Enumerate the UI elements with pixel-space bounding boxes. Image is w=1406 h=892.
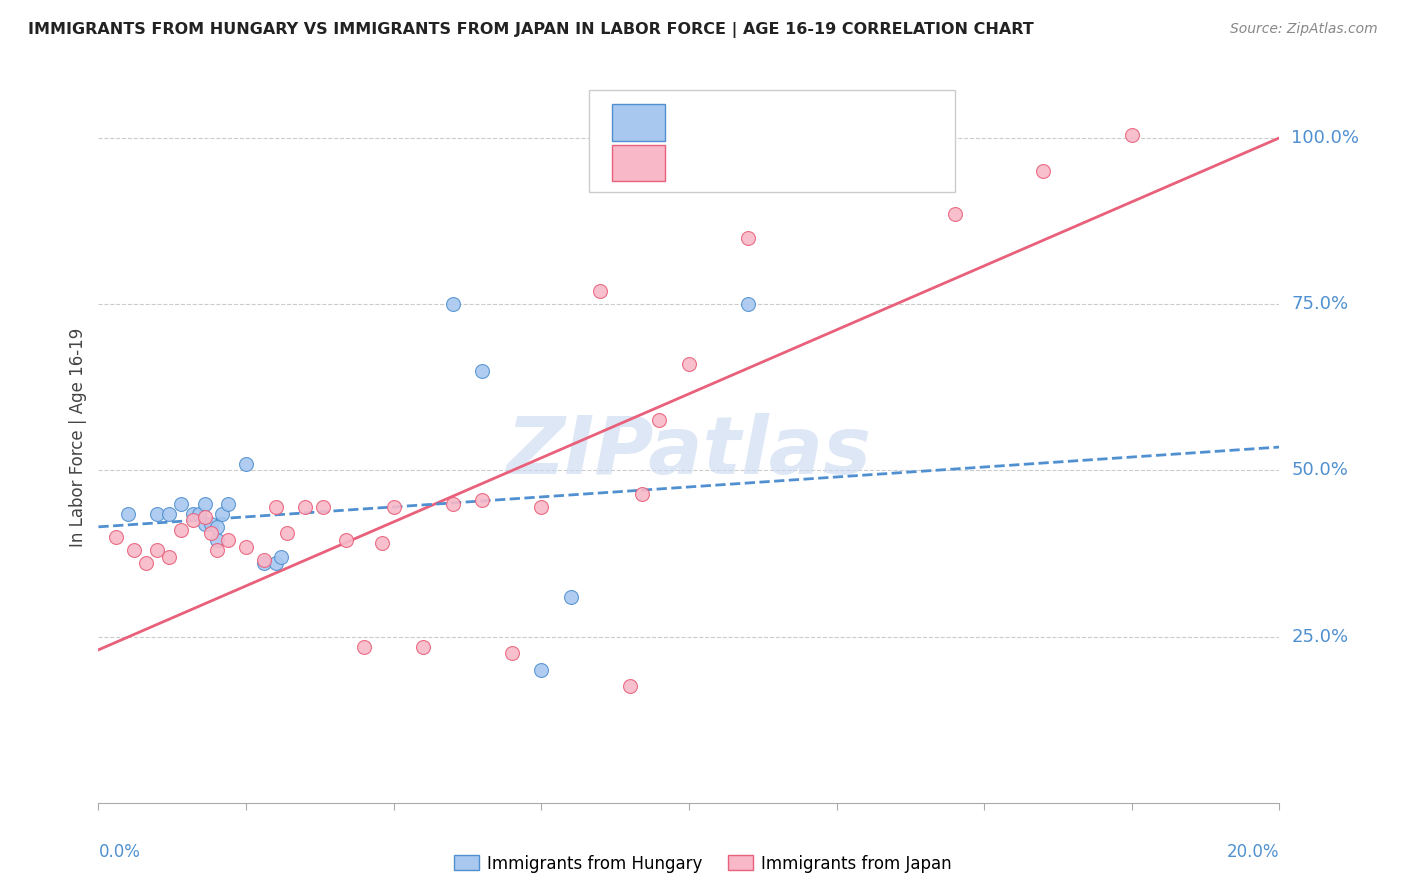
Point	[211, 507, 233, 521]
Text: 25.0%: 25.0%	[1291, 628, 1348, 646]
Text: 50.0%: 50.0%	[1291, 461, 1348, 479]
Point	[1032, 164, 1054, 178]
Point	[205, 520, 228, 534]
Point	[353, 640, 375, 654]
Point	[181, 507, 204, 521]
Point	[146, 507, 169, 521]
Point	[181, 513, 204, 527]
Point	[412, 640, 434, 654]
Point	[678, 357, 700, 371]
Text: ZIPatlas: ZIPatlas	[506, 413, 872, 491]
Point	[200, 526, 222, 541]
Point	[194, 516, 217, 531]
Point	[187, 507, 209, 521]
Y-axis label: In Labor Force | Age 16-19: In Labor Force | Age 16-19	[69, 327, 87, 547]
Point	[122, 543, 145, 558]
Point	[471, 363, 494, 377]
Point	[217, 533, 239, 548]
Point	[217, 497, 239, 511]
Point	[589, 284, 612, 298]
Point	[117, 507, 139, 521]
Point	[471, 493, 494, 508]
Text: 0.0%: 0.0%	[98, 843, 141, 861]
Point	[205, 533, 228, 548]
Text: Source: ZipAtlas.com: Source: ZipAtlas.com	[1230, 22, 1378, 37]
Point	[382, 500, 405, 514]
Point	[530, 500, 553, 514]
Point	[294, 500, 316, 514]
Text: IMMIGRANTS FROM HUNGARY VS IMMIGRANTS FROM JAPAN IN LABOR FORCE | AGE 16-19 CORR: IMMIGRANTS FROM HUNGARY VS IMMIGRANTS FR…	[28, 22, 1033, 38]
Point	[194, 509, 217, 524]
Point	[264, 557, 287, 571]
FancyBboxPatch shape	[612, 145, 665, 181]
Point	[737, 297, 759, 311]
Point	[105, 530, 128, 544]
Point	[235, 540, 257, 554]
Point	[825, 178, 848, 192]
Point	[943, 207, 966, 221]
Point	[194, 497, 217, 511]
Point	[253, 557, 276, 571]
Point	[560, 590, 582, 604]
Point	[264, 500, 287, 514]
Point	[205, 543, 228, 558]
Point	[157, 549, 180, 564]
Text: N = 36: N = 36	[831, 152, 898, 169]
Text: R = 0.098: R = 0.098	[683, 110, 782, 128]
Point	[530, 663, 553, 677]
Point	[135, 557, 157, 571]
Text: 100.0%: 100.0%	[1291, 128, 1360, 147]
Point	[270, 549, 292, 564]
Point	[371, 536, 394, 550]
Text: N = 22: N = 22	[831, 110, 898, 128]
Point	[1121, 128, 1143, 142]
Point	[157, 507, 180, 521]
Point	[619, 680, 641, 694]
Point	[737, 230, 759, 244]
Point	[170, 497, 193, 511]
FancyBboxPatch shape	[589, 90, 955, 192]
Point	[441, 497, 464, 511]
Legend: Immigrants from Hungary, Immigrants from Japan: Immigrants from Hungary, Immigrants from…	[447, 848, 959, 880]
Text: R = 0.665: R = 0.665	[683, 152, 782, 169]
Point	[501, 646, 523, 660]
Point	[441, 297, 464, 311]
Point	[312, 500, 335, 514]
Point	[170, 523, 193, 537]
Point	[253, 553, 276, 567]
Point	[146, 543, 169, 558]
Point	[630, 486, 652, 500]
Point	[276, 526, 298, 541]
Point	[200, 516, 222, 531]
Point	[235, 457, 257, 471]
Point	[335, 533, 357, 548]
Text: 20.0%: 20.0%	[1227, 843, 1279, 861]
FancyBboxPatch shape	[612, 104, 665, 141]
Point	[648, 413, 671, 427]
Text: 75.0%: 75.0%	[1291, 295, 1348, 313]
